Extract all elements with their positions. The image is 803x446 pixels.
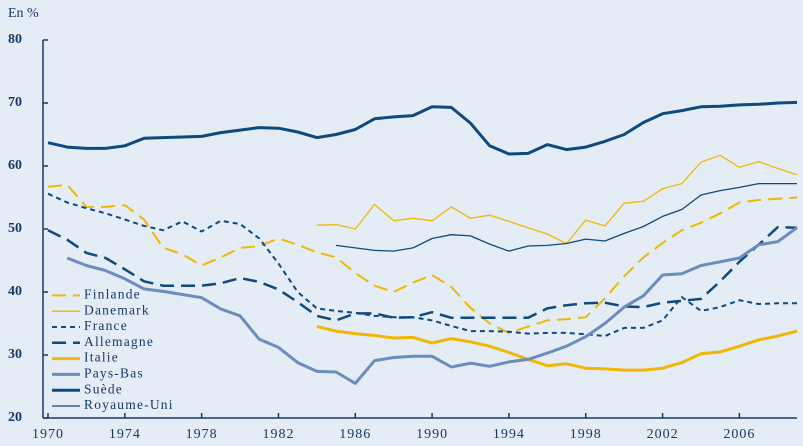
series-line (47, 192, 797, 338)
legend-label: France (84, 318, 128, 333)
series-line (47, 100, 798, 156)
x-tick-label: 2002 (647, 427, 679, 442)
series-line (336, 182, 797, 252)
x-tick-label: 1970 (32, 427, 64, 442)
legend-label: Allemagne (84, 334, 154, 349)
legend-label: Suède (84, 381, 123, 396)
x-tick-label: 1982 (262, 427, 294, 442)
x-tick-label: 1998 (570, 427, 602, 442)
legend-label: Danemark (84, 302, 150, 317)
x-tick-label: 1986 (339, 427, 371, 442)
x-tick-label: 2006 (723, 427, 755, 442)
series-line (316, 325, 798, 372)
series-line (66, 226, 798, 385)
legend-label: Italie (84, 350, 119, 365)
series-line (316, 154, 798, 245)
y-tick-label: 40 (8, 284, 22, 299)
y-tick-label: 50 (8, 221, 22, 236)
y-tick-label: 60 (8, 158, 22, 173)
series-line (47, 225, 798, 322)
legend-label: Pays-Bas (84, 365, 144, 380)
y-tick-label: 80 (8, 32, 22, 47)
x-tick-label: 1978 (186, 427, 218, 442)
x-tick-label: 1990 (416, 427, 448, 442)
series-line (47, 183, 798, 334)
legend-label: Royaume-Uni (84, 397, 174, 412)
y-axis-label: En % (8, 6, 39, 21)
y-tick-label: 30 (8, 347, 22, 362)
legend-label: Finlande (84, 286, 141, 301)
x-tick-label: 1994 (493, 427, 525, 442)
x-tick-label: 1974 (109, 427, 141, 442)
y-tick-label: 20 (8, 410, 22, 425)
y-tick-label: 70 (8, 95, 22, 110)
